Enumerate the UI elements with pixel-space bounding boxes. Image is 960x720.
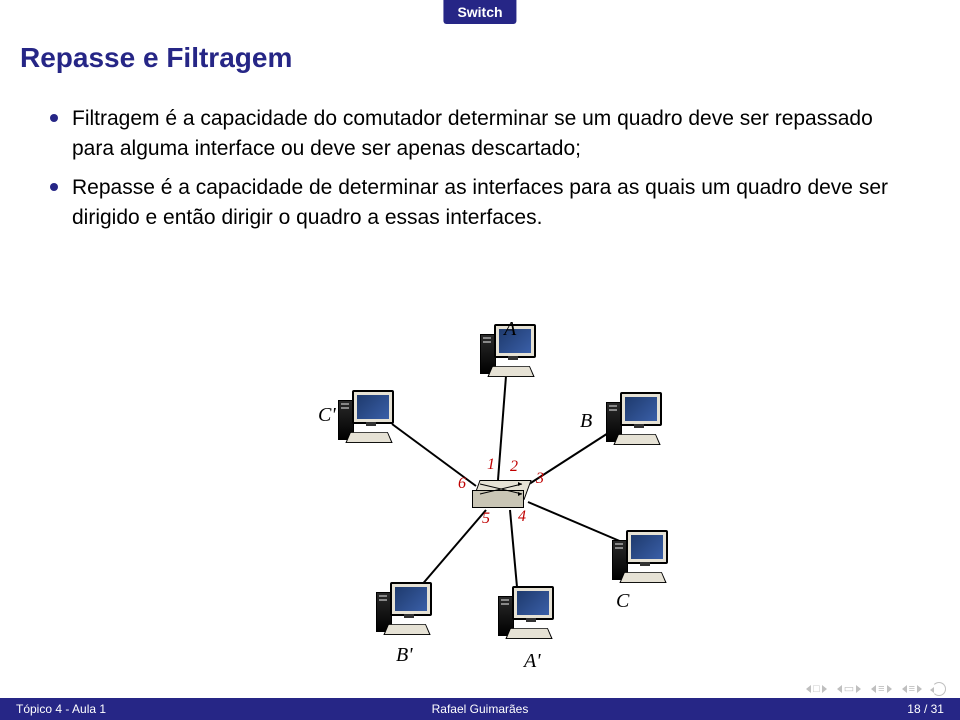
nav-reload-icon[interactable]	[932, 682, 946, 696]
footer-bar: Tópico 4 - Aula 1 Rafael Guimarães 18 / …	[0, 698, 960, 720]
diagram-link	[498, 376, 506, 480]
node-label: A	[504, 318, 516, 341]
port-label: 5	[482, 510, 490, 528]
bullet-item: Repasse é a capacidade de determinar as …	[72, 173, 900, 234]
footer-left: Tópico 4 - Aula 1	[0, 702, 325, 716]
footer-right: 18 / 31	[635, 702, 960, 716]
bullet-list: Filtragem é a capacidade do comutador de…	[72, 104, 900, 242]
slide: Switch Repasse e Filtragem Filtragem é a…	[0, 0, 960, 720]
nav-prev-icon[interactable]: ▭	[837, 684, 861, 695]
computer-node	[338, 390, 394, 446]
switch-device	[472, 480, 530, 510]
computer-node	[376, 582, 432, 638]
node-label: A'	[524, 650, 541, 673]
computer-node	[606, 392, 662, 448]
node-label: B	[580, 410, 592, 433]
slide-title: Repasse e Filtragem	[20, 42, 292, 74]
nav-first-icon[interactable]: □	[806, 684, 827, 695]
port-label: 4	[518, 508, 526, 526]
nav-section-next-icon[interactable]: ≡	[902, 684, 922, 695]
node-label: C'	[318, 404, 336, 427]
network-diagram: AC'BCB'A'123456	[280, 320, 680, 660]
port-label: 6	[458, 475, 466, 493]
nav-section-prev-icon[interactable]: ≡	[871, 684, 891, 695]
port-label: 1	[487, 456, 495, 474]
nav-icons: □ ▭ ≡ ≡	[806, 682, 946, 696]
diagram-link	[510, 510, 518, 598]
node-label: C	[616, 590, 629, 613]
bullet-item: Filtragem é a capacidade do comutador de…	[72, 104, 900, 165]
section-tab: Switch	[443, 0, 516, 24]
computer-node	[498, 586, 554, 642]
port-label: 2	[510, 458, 518, 476]
node-label: B'	[396, 644, 413, 667]
port-label: 3	[536, 470, 544, 488]
footer-center: Rafael Guimarães	[325, 702, 634, 716]
computer-node	[612, 530, 668, 586]
diagram-link	[528, 502, 622, 542]
